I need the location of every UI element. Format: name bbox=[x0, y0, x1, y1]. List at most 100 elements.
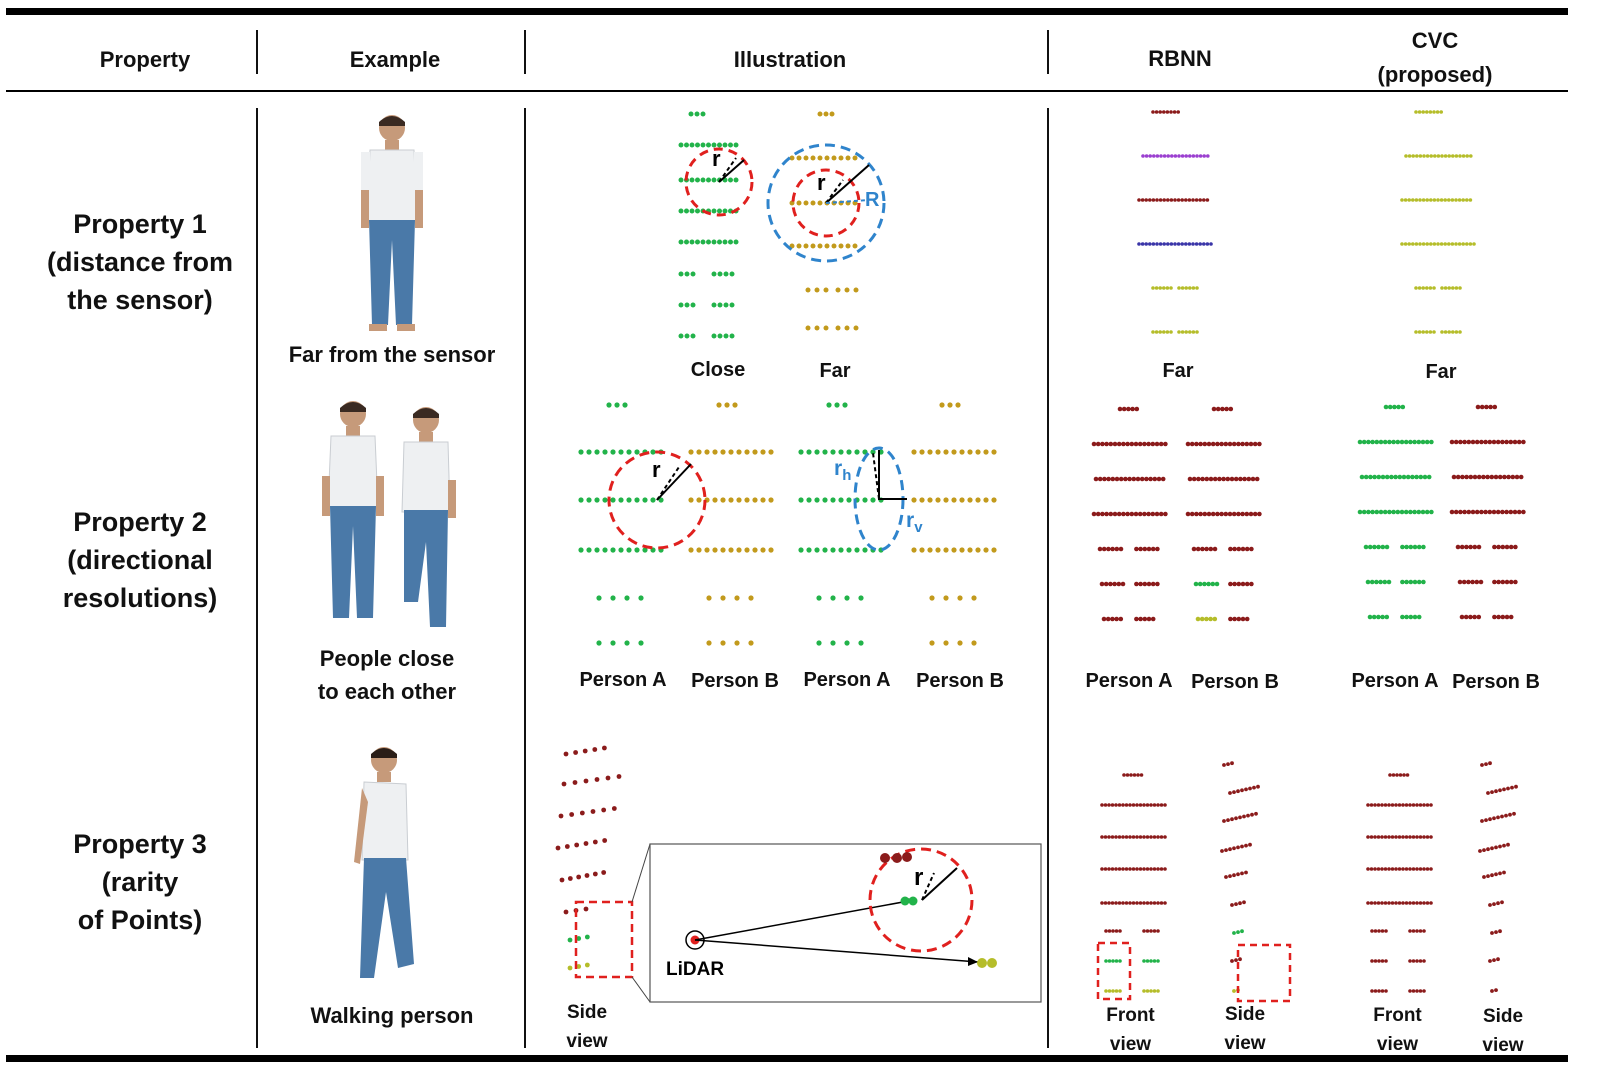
header-divider-1 bbox=[256, 30, 258, 74]
scan-point bbox=[1151, 110, 1155, 114]
scan-point bbox=[1155, 581, 1160, 587]
scan-point bbox=[1232, 790, 1236, 794]
scan-point bbox=[1146, 616, 1152, 622]
scan-point bbox=[1180, 286, 1185, 290]
scan-point bbox=[1184, 242, 1188, 246]
pair2-person-b-cloud bbox=[911, 402, 997, 646]
scan-point bbox=[1516, 509, 1522, 515]
scan-point bbox=[1369, 835, 1374, 839]
scan-point bbox=[696, 449, 702, 455]
scan-point bbox=[1184, 198, 1188, 202]
scan-point bbox=[1387, 901, 1391, 905]
scan-point bbox=[1244, 843, 1248, 848]
scan-point bbox=[1154, 511, 1160, 517]
scan-point bbox=[1387, 835, 1391, 839]
scan-point bbox=[1106, 476, 1111, 482]
scan-point bbox=[1476, 614, 1482, 620]
scan-point bbox=[734, 640, 740, 646]
scan-point bbox=[678, 271, 684, 277]
scan-point bbox=[911, 449, 917, 455]
scan-point bbox=[858, 595, 864, 601]
scan-point bbox=[1401, 867, 1405, 871]
header-cvc: CVC (proposed) bbox=[1377, 28, 1493, 87]
scan-point bbox=[1205, 242, 1210, 246]
scan-point bbox=[1465, 154, 1469, 158]
scan-point bbox=[1202, 198, 1206, 202]
scan-point bbox=[1451, 154, 1455, 158]
scan-point bbox=[1103, 581, 1109, 587]
scan-point bbox=[1390, 835, 1395, 839]
scan-point bbox=[584, 962, 590, 968]
scan-point bbox=[1465, 242, 1469, 246]
scan-point bbox=[1149, 803, 1153, 807]
scan-point bbox=[768, 547, 774, 553]
scan-point bbox=[1121, 835, 1125, 839]
scan-point bbox=[728, 497, 734, 503]
scan-point bbox=[1461, 242, 1465, 246]
scan-point bbox=[1373, 835, 1377, 839]
scan-point bbox=[1114, 546, 1120, 552]
scan-point bbox=[1404, 579, 1409, 585]
scan-point bbox=[1142, 835, 1146, 839]
scan-point bbox=[1116, 441, 1122, 447]
scan-point bbox=[638, 595, 644, 601]
scan-point bbox=[584, 934, 590, 940]
scan-point bbox=[1453, 509, 1459, 515]
scan-point bbox=[1412, 579, 1418, 585]
scan-point bbox=[1429, 154, 1433, 158]
scan-point bbox=[1114, 616, 1119, 622]
cvc-row3 bbox=[1366, 761, 1518, 993]
scan-point bbox=[650, 449, 656, 455]
scan-point bbox=[1128, 835, 1132, 839]
scan-point bbox=[1156, 803, 1160, 807]
scan-point bbox=[1142, 901, 1146, 905]
scan-point bbox=[1118, 989, 1122, 993]
scan-point bbox=[826, 402, 832, 408]
scan-point bbox=[1376, 835, 1381, 839]
scan-point bbox=[838, 449, 844, 455]
scan-point bbox=[1228, 616, 1233, 622]
scan-point bbox=[1500, 900, 1504, 905]
rbnn-front-highlight-box bbox=[1096, 941, 1132, 1001]
scan-point bbox=[1131, 867, 1136, 871]
scan-point bbox=[1159, 901, 1164, 905]
scan-point bbox=[1496, 957, 1500, 962]
scan-point bbox=[1156, 989, 1160, 993]
scan-point bbox=[602, 497, 608, 503]
inset-search-circle bbox=[868, 847, 974, 953]
scan-point bbox=[796, 243, 802, 249]
scan-point bbox=[1455, 474, 1461, 480]
scan-point bbox=[1393, 474, 1398, 480]
scan-point bbox=[1382, 439, 1388, 445]
scan-point bbox=[1249, 581, 1254, 587]
scan-point bbox=[634, 497, 640, 503]
scan-point bbox=[1408, 544, 1414, 550]
scan-point bbox=[689, 239, 695, 245]
rbnn-row1 bbox=[1137, 110, 1213, 334]
scan-point bbox=[1202, 242, 1206, 246]
scan-point bbox=[957, 595, 963, 601]
scan-point bbox=[957, 640, 963, 646]
scan-point bbox=[618, 547, 624, 553]
illus-row2-label-a1: Person A bbox=[579, 669, 667, 691]
scan-point bbox=[602, 838, 608, 843]
scan-point bbox=[846, 547, 852, 553]
scan-point bbox=[1149, 835, 1153, 839]
scan-point bbox=[1254, 476, 1260, 482]
scan-point bbox=[1418, 901, 1423, 905]
scan-point bbox=[704, 547, 710, 553]
row1-property: Property 1 (distance from the sensor) bbox=[46, 209, 234, 315]
scan-point bbox=[712, 449, 718, 455]
scan-point bbox=[1418, 929, 1423, 933]
scan-point bbox=[1421, 286, 1425, 290]
scan-point bbox=[1418, 959, 1423, 963]
scan-point bbox=[720, 595, 726, 601]
scan-point bbox=[1394, 835, 1398, 839]
scan-point bbox=[1210, 581, 1216, 587]
scan-point bbox=[1451, 286, 1455, 290]
scan-point bbox=[1118, 959, 1122, 963]
scan-point bbox=[1194, 441, 1199, 447]
close-radius-label: r bbox=[712, 146, 721, 171]
scan-point bbox=[1242, 900, 1246, 905]
scan-point bbox=[1376, 544, 1381, 550]
